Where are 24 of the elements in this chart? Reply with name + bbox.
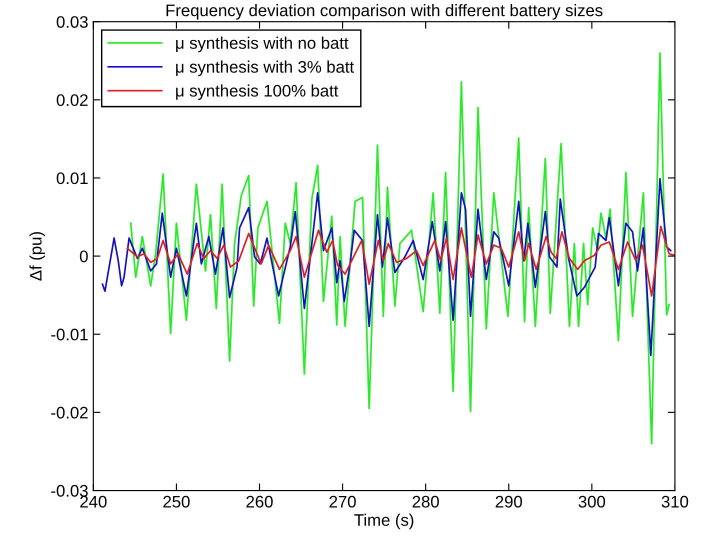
line-series [126, 226, 675, 297]
chart-title: Frequency deviation comparison with different battery sizes [166, 4, 602, 20]
x-tick-label: 250 [163, 496, 190, 508]
legend-label: μ synthesis with 3% batt [176, 60, 354, 76]
x-tick-label: 300 [578, 496, 606, 508]
y-tick-label: -0.01 [51, 328, 88, 340]
y-tick-label: 0.01 [56, 172, 88, 184]
y-tick-label: 0 [80, 250, 88, 262]
y-tick-label: -0.02 [51, 406, 88, 419]
line-series [102, 178, 672, 356]
x-axis-title: Time (s) [354, 514, 414, 530]
legend-label: μ synthesis 100% batt [176, 84, 338, 100]
y-axis-title: Δf (pu) [29, 232, 45, 281]
x-tick-label: 270 [330, 496, 356, 508]
y-tick-label: 0.03 [56, 16, 88, 28]
x-tick-label: 240 [80, 496, 107, 508]
x-tick-label: 310 [662, 496, 688, 508]
x-tick-label: 280 [412, 496, 439, 508]
y-tick-label: 0.02 [56, 94, 88, 106]
x-tick-label: 290 [496, 496, 522, 508]
legend-label: μ synthesis with no batt [176, 36, 348, 52]
y-tick-label: -0.03 [51, 484, 88, 497]
line-series [130, 52, 670, 444]
x-tick-label: 260 [246, 496, 273, 508]
